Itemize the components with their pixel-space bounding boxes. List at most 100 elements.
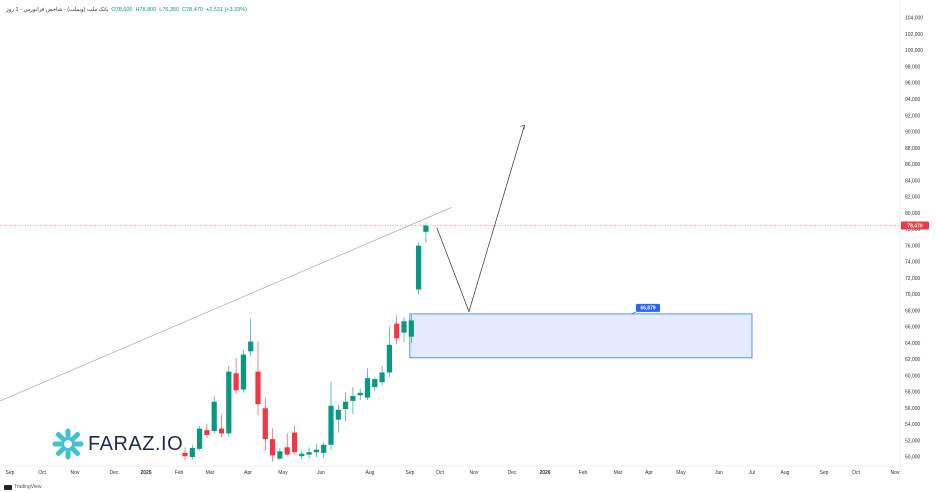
- candle-body: [255, 371, 261, 405]
- zone-price-label: 66,879: [640, 306, 656, 312]
- x-tick-label: 2026: [539, 470, 550, 476]
- x-tick-label: Oct: [852, 470, 860, 476]
- y-tick-label: 72,000: [905, 276, 921, 282]
- x-tick-label: Feb: [579, 470, 588, 476]
- candle-body: [204, 430, 210, 436]
- candle-body: [335, 409, 341, 420]
- y-tick-label: 94,000: [905, 97, 921, 103]
- candle-body: [211, 401, 217, 431]
- candle-body: [299, 453, 305, 457]
- x-tick-label: Aug: [366, 470, 375, 476]
- x-tick-label: Aug: [781, 470, 790, 476]
- change-value: +2,531 (+3.33%): [205, 7, 247, 13]
- y-tick-label: 66,000: [905, 325, 921, 331]
- y-tick-label: 88,000: [905, 146, 921, 152]
- y-tick-label: 62,000: [905, 357, 921, 363]
- y-tick-label: 84,000: [905, 178, 921, 184]
- x-tick-label: Dec: [110, 470, 119, 476]
- demand-zone-box: [409, 313, 753, 359]
- x-tick-label: May: [278, 470, 288, 476]
- candle-body: [416, 245, 422, 290]
- y-tick-label: 64,000: [905, 341, 921, 347]
- trendline: [0, 207, 452, 402]
- x-tick-label: Dec: [508, 470, 517, 476]
- candle-body: [372, 378, 378, 388]
- faraz-logo-icon: [52, 428, 84, 460]
- candle-body: [218, 428, 225, 434]
- candle-body: [240, 354, 246, 390]
- candle-body: [386, 344, 392, 373]
- x-tick-label: Mar: [614, 470, 623, 476]
- y-tick-label: 86,000: [905, 162, 921, 168]
- candle-body: [189, 448, 195, 457]
- candle-body: [313, 449, 319, 453]
- x-tick-label: Jun: [317, 470, 325, 476]
- candle-body: [357, 392, 363, 396]
- x-tick-label: Oct: [38, 470, 46, 476]
- low-value: L76,350: [159, 7, 180, 13]
- y-tick-label: 78,000: [905, 227, 921, 233]
- y-tick-label: 76,000: [905, 243, 921, 249]
- x-tick-label: Mar: [206, 470, 215, 476]
- candle-body: [306, 452, 312, 455]
- y-tick-label: 90,000: [905, 130, 921, 136]
- x-tick-label: 2025: [140, 470, 151, 476]
- candle-body: [291, 432, 298, 453]
- y-tick-label: 74,000: [905, 260, 921, 266]
- candle-body: [343, 401, 349, 410]
- y-tick-label: 80,000: [905, 211, 921, 217]
- candle-body: [394, 323, 400, 339]
- y-tick-label: 70,000: [905, 292, 921, 298]
- tradingview-footer[interactable]: TradingView: [4, 484, 42, 490]
- projection-arrowhead: [520, 124, 525, 130]
- projection-path: [436, 125, 525, 313]
- candle-body: [270, 439, 276, 456]
- x-tick-label: Jul: [749, 470, 755, 476]
- x-tick-label: Feb: [175, 470, 184, 476]
- current-price-tag: [901, 221, 929, 230]
- candle-body: [277, 451, 283, 459]
- chart-header: بانک ملت (وبملت) - شاخص فرابورس - 1 روز …: [6, 4, 247, 16]
- y-tick-label: 98,000: [905, 64, 921, 70]
- candle-body: [408, 320, 414, 337]
- y-tick-label: 82,000: [905, 195, 921, 201]
- high-value: H78,800: [135, 7, 157, 13]
- candle-body: [182, 452, 188, 457]
- zone-price-tag-pointer: [630, 311, 637, 315]
- candle-body: [350, 396, 356, 401]
- x-tick-label: Nov: [470, 470, 479, 476]
- candle-body: [321, 444, 327, 453]
- y-tick-label: 60,000: [905, 373, 921, 379]
- candle-body: [423, 225, 429, 232]
- candle-body: [197, 428, 203, 449]
- x-tick-label: Jun: [715, 470, 723, 476]
- y-tick-label: 96,000: [905, 81, 921, 87]
- close-value: C78,470: [182, 7, 203, 13]
- y-tick-label: 54,000: [905, 422, 921, 428]
- candle-body: [284, 447, 290, 455]
- candle-body: [262, 408, 268, 440]
- candle-body: [328, 405, 334, 445]
- y-tick-label: 56,000: [905, 406, 921, 412]
- candle-body: [401, 321, 407, 333]
- current-price-label: 78,470: [907, 223, 923, 229]
- x-tick-label: May: [676, 470, 686, 476]
- x-tick-label: Nov: [891, 470, 900, 476]
- x-tick-label: Apr: [244, 470, 252, 476]
- x-tick-label: Nov: [71, 470, 80, 476]
- candle-body: [233, 373, 239, 391]
- x-tick-label: Sep: [820, 470, 829, 476]
- open-value: O78,600: [111, 7, 133, 13]
- candle-body: [248, 341, 254, 352]
- candle-body: [226, 371, 232, 434]
- tradingview-icon: [4, 484, 12, 490]
- y-tick-label: 104,000: [905, 16, 923, 22]
- faraz-logo: FARAZ.IO: [52, 428, 183, 460]
- y-tick-label: 92,000: [905, 113, 921, 119]
- candle-body: [379, 372, 385, 383]
- y-tick-label: 50,000: [905, 455, 921, 461]
- y-tick-label: 68,000: [905, 308, 921, 314]
- zone-price-tag: [636, 303, 660, 312]
- logo-text: FARAZ.IO: [88, 432, 184, 455]
